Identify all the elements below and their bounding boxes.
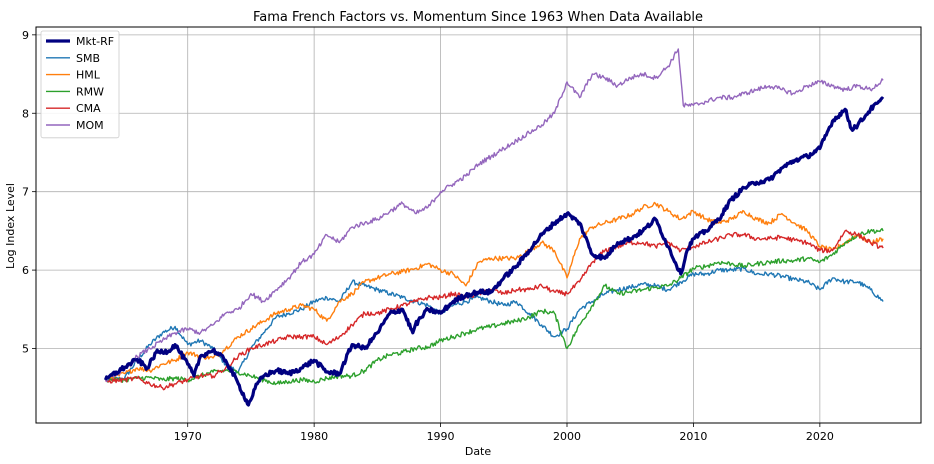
legend-label: Mkt-RF	[76, 35, 114, 48]
legend-label: HML	[76, 69, 101, 82]
y-tick-label: 7	[22, 186, 29, 199]
plot-frame	[35, 26, 922, 424]
x-tick-label: 1990	[427, 430, 455, 443]
x-tick-label: 2000	[553, 430, 581, 443]
x-tick-label: 1970	[174, 430, 202, 443]
y-tick-label: 9	[22, 29, 29, 42]
y-tick-label: 5	[22, 343, 29, 356]
y-tick-label: 6	[22, 264, 29, 277]
y-axis: 5 6 7 8 9	[22, 29, 36, 356]
y-axis-label: Log Index Level	[4, 183, 17, 269]
x-tick-label: 2010	[679, 430, 707, 443]
series-layer	[103, 48, 885, 407]
legend-label: CMA	[76, 102, 101, 115]
series-line-rmw	[104, 227, 884, 386]
chart-title: Fama French Factors vs. Momentum Since 1…	[253, 10, 703, 25]
series-line-mkt-rf	[103, 96, 885, 407]
x-axis: 1970 1980 1990 2000 2010 2020	[174, 423, 834, 443]
grid	[36, 27, 921, 423]
series-line-hml	[105, 201, 884, 382]
y-tick-label: 8	[22, 107, 29, 120]
legend-label: MOM	[76, 119, 104, 132]
x-tick-label: 2020	[806, 430, 834, 443]
x-tick-label: 1980	[300, 430, 328, 443]
series-line-mom	[104, 48, 884, 383]
x-axis-label: Date	[465, 445, 492, 458]
legend-label: SMB	[76, 52, 100, 65]
legend-label: RMW	[76, 85, 104, 98]
legend: Mkt-RF SMB HML RMW CMA MOM	[40, 30, 120, 139]
